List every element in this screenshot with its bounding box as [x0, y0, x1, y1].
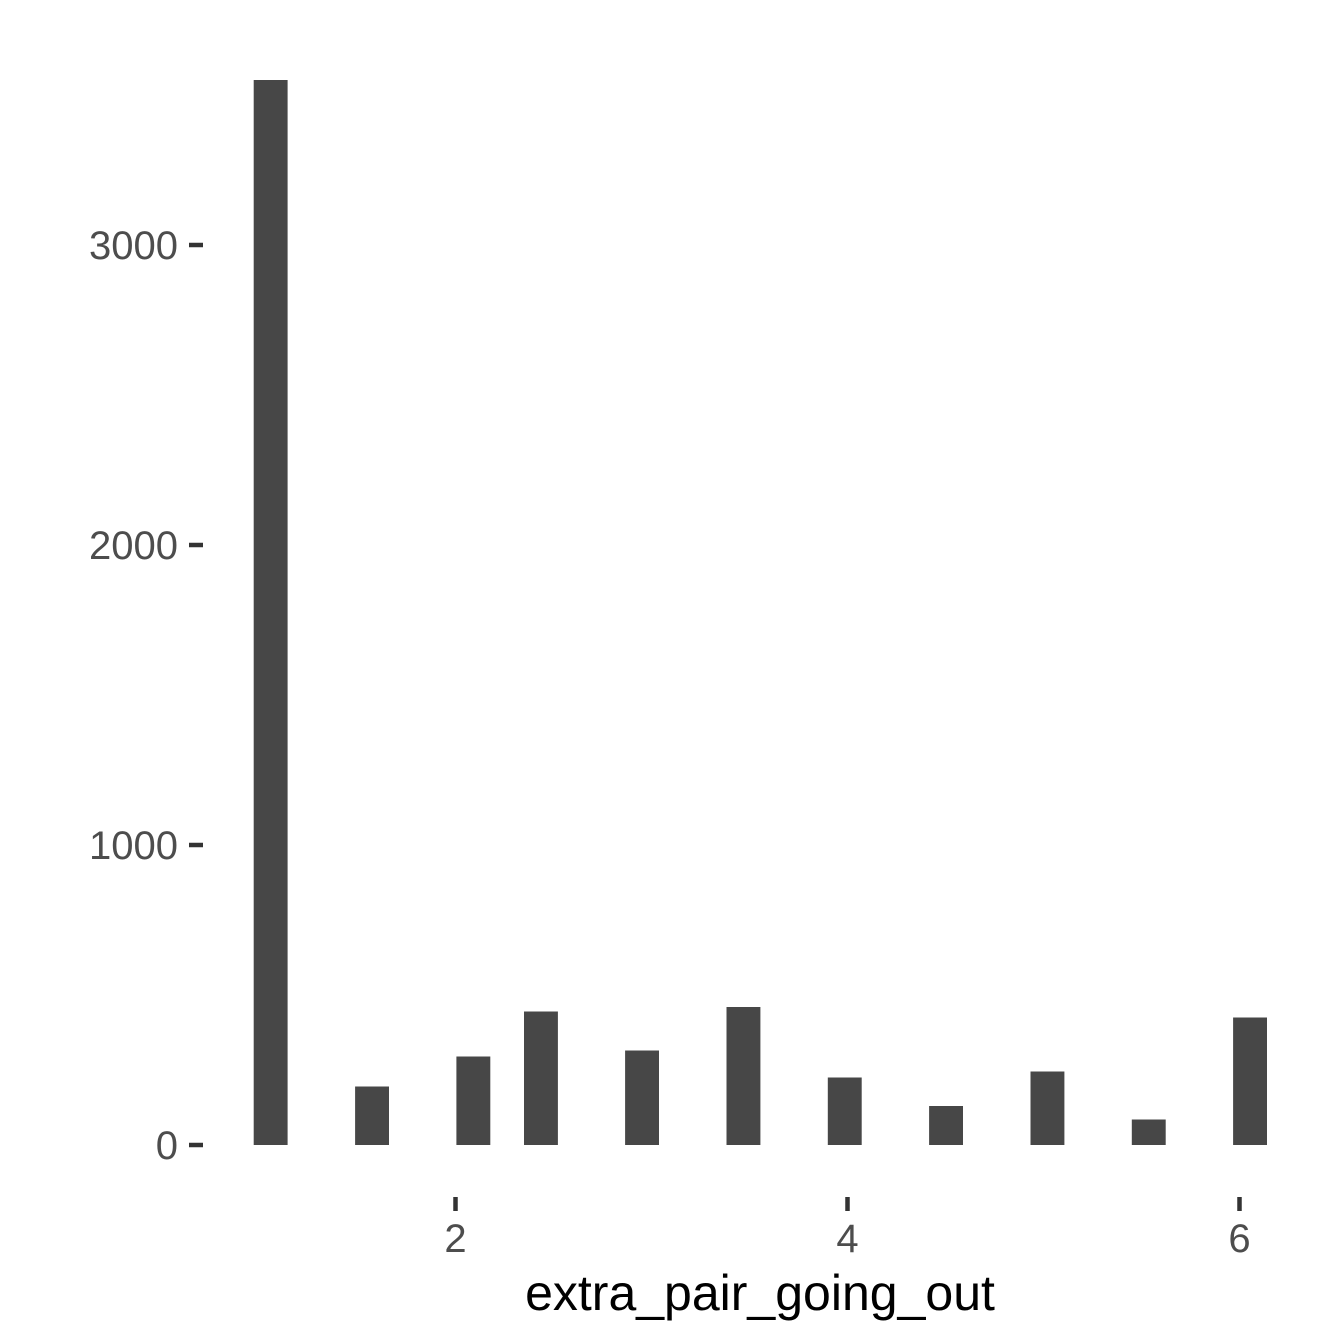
- histogram-bar-10: [1131, 1119, 1166, 1145]
- histogram-bar-1: [253, 80, 288, 1145]
- histogram-bar-11: [1233, 1017, 1267, 1145]
- histogram-bar-6: [726, 1007, 761, 1145]
- y-tick-label: 0: [156, 1124, 178, 1168]
- y-tick-label: 1000: [89, 824, 178, 868]
- x-axis: 2 4 6: [444, 1197, 1251, 1261]
- x-axis-title: extra_pair_going_out: [525, 1265, 995, 1321]
- y-tick-label: 3000: [89, 224, 178, 268]
- histogram-bar-4: [524, 1011, 558, 1145]
- y-tick-label: 2000: [89, 524, 178, 568]
- x-tick-label: 4: [836, 1217, 858, 1261]
- histogram-bar-3: [456, 1056, 491, 1145]
- histogram-bar-7: [827, 1077, 862, 1145]
- histogram-bars: [253, 80, 1267, 1145]
- x-tick-label: 6: [1228, 1217, 1250, 1261]
- histogram-bar-2: [355, 1086, 389, 1145]
- histogram-bar-5: [625, 1050, 659, 1145]
- histogram-bar-9: [1030, 1071, 1065, 1145]
- x-tick-label: 2: [444, 1217, 466, 1261]
- histogram-bar-8: [929, 1106, 963, 1145]
- y-axis: 0 1000 2000 3000: [89, 224, 203, 1168]
